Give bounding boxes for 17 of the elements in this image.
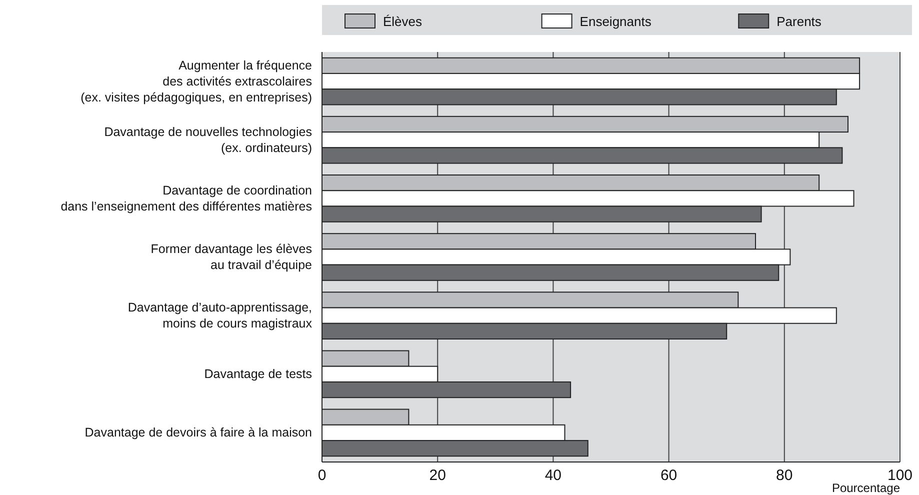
- x-tick-label: 0: [318, 467, 326, 484]
- y-tick-label: Augmenter la fréquence des activités extrascolaires (ex. visites pédagogiques, en entreprises): [80, 58, 312, 104]
- y-tick-label: Davantage de devoirs à faire à la maison: [84, 426, 312, 440]
- x-tick-label: 100: [887, 467, 913, 484]
- y-tick-label: Davantage de tests: [204, 367, 312, 382]
- legend-label: Enseignants: [580, 14, 652, 29]
- y-tick-label: Former davantage les élèves au travail d’équipe: [150, 242, 312, 272]
- legend-label: Parents: [776, 14, 822, 29]
- y-tick-label: Davantage d’auto-apprentissage, moins de cours magistraux: [128, 300, 313, 331]
- x-tick-label: 60: [660, 467, 678, 484]
- x-axis-title: Pourcentage: [832, 481, 900, 495]
- y-tick-label: Davantage de nouvelles technologies (ex. ordinateurs): [104, 124, 312, 155]
- x-tick-label: 80: [776, 467, 793, 484]
- x-tick-label: 40: [544, 467, 562, 484]
- x-tick-label: 20: [429, 467, 446, 484]
- legend-label: Élèves: [383, 14, 423, 29]
- y-tick-label: Davantage de coordination dans l’enseignement des différentes matières: [60, 183, 312, 214]
